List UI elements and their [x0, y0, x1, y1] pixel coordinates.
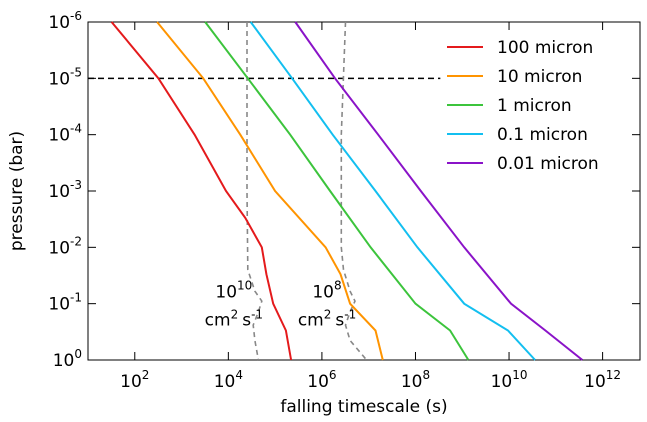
data-line	[204, 21, 470, 361]
x-tick-label: 102	[120, 368, 149, 392]
y-tick-label-exp: -2	[70, 234, 82, 248]
y-tick-label: 10-2	[48, 234, 82, 258]
y-tick-label: 10-1	[48, 291, 82, 315]
x-tick-label-exp: 4	[235, 368, 243, 382]
x-tick-label-exp: 2	[142, 368, 150, 382]
y-tick-label: 10-5	[48, 65, 82, 89]
kzz-unit-a: cm	[205, 311, 231, 331]
kzz-label-base: 10	[312, 283, 334, 303]
kzz-label-exp: 8	[334, 279, 342, 293]
legend-label: 0.1 micron	[497, 125, 588, 145]
kzz-curve	[246, 22, 263, 361]
y-tick-label-base: 10	[48, 126, 70, 146]
kzz-label-base: 10	[215, 283, 237, 303]
y-tick-label-base: 10	[48, 13, 70, 33]
x-tick-label: 106	[307, 368, 336, 392]
x-tick-label-base: 10	[214, 372, 236, 392]
kzz-unit-b: s	[242, 311, 251, 331]
x-tick-label: 1012	[584, 368, 621, 392]
x-tick-label: 1010	[491, 368, 528, 392]
x-tick-label-base: 10	[584, 372, 606, 392]
x-tick-label-base: 10	[307, 372, 329, 392]
kzz-unit-b: s	[335, 311, 344, 331]
kzz-unit: cm2 s-1	[298, 308, 356, 331]
kzz-label: 108	[312, 279, 341, 303]
y-tick-label-exp: -6	[70, 9, 82, 23]
kzz-unit-a-exp: 2	[231, 308, 239, 322]
y-tick-label-exp: -5	[70, 65, 82, 79]
kzz-unit-b-exp: -1	[251, 308, 263, 322]
kzz-label: 1010	[215, 279, 252, 303]
x-tick-label-base: 10	[401, 372, 423, 392]
y-tick-label-base: 10	[48, 69, 70, 89]
y-tick-label-base: 10	[53, 351, 75, 371]
x-tick-label-exp: 8	[422, 368, 430, 382]
x-tick-label-exp: 6	[329, 368, 337, 382]
y-tick-label: 10-3	[48, 178, 82, 202]
y-tick-label-exp: -4	[70, 122, 82, 136]
y-tick-label-base: 10	[48, 182, 70, 202]
legend-label: 0.01 micron	[497, 154, 599, 174]
data-line	[110, 21, 293, 361]
kzz-curve	[340, 21, 368, 361]
x-tick-label-base: 10	[120, 372, 142, 392]
x-tick-label-exp: 10	[512, 368, 527, 382]
kzz-unit-a: cm	[298, 311, 324, 331]
legend-label: 1 micron	[497, 96, 572, 116]
x-tick-label: 108	[401, 368, 430, 392]
kzz-label-exp: 10	[237, 279, 252, 293]
x-tick-label: 104	[214, 368, 243, 392]
legend-label: 100 micron	[497, 38, 593, 58]
y-tick-label-exp: -3	[70, 178, 82, 192]
data-line	[249, 21, 536, 361]
y-tick-label: 10-6	[48, 9, 82, 33]
y-tick-label-exp: -1	[70, 291, 82, 305]
y-axis-label: pressure (bar)	[7, 131, 27, 251]
y-tick-label: 10-4	[48, 122, 82, 146]
x-tick-label-base: 10	[491, 372, 513, 392]
y-tick-label: 100	[53, 347, 82, 371]
kzz-unit: cm2 s-1	[205, 308, 263, 331]
legend-label: 10 micron	[497, 67, 582, 87]
data-line	[294, 21, 584, 361]
y-tick-label-exp: 0	[74, 347, 82, 361]
y-tick-label-base: 10	[48, 238, 70, 258]
kzz-unit-a-exp: 2	[324, 308, 332, 322]
x-axis-label: falling timescale (s)	[280, 397, 447, 417]
y-tick-label-base: 10	[48, 295, 70, 315]
x-tick-label-exp: 12	[606, 368, 621, 382]
kzz-unit-b-exp: -1	[344, 308, 356, 322]
data-line	[156, 21, 384, 361]
